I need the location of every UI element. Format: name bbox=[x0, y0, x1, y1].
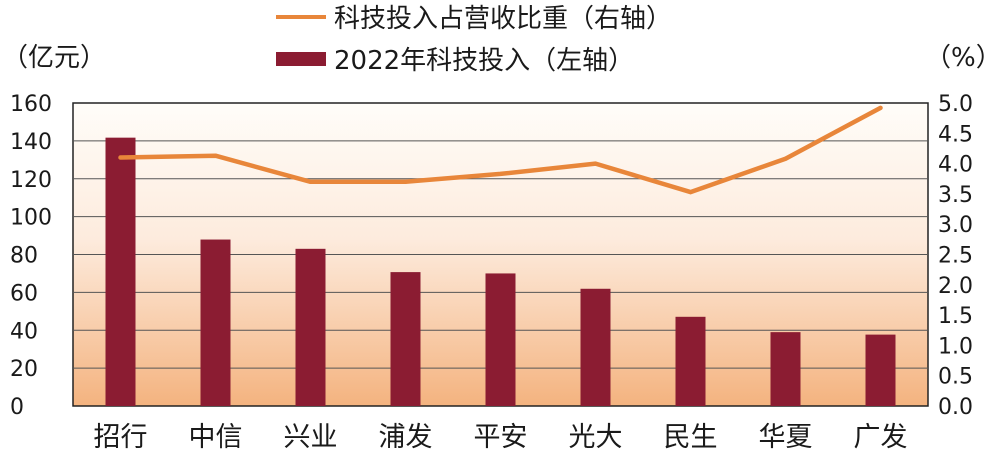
line-point bbox=[118, 155, 123, 160]
category-label: 光大 bbox=[569, 422, 623, 453]
legend-bar-label: 2022年科技投入（左轴） bbox=[334, 46, 634, 76]
left-tick-label: 20 bbox=[10, 357, 38, 382]
line-point bbox=[308, 179, 313, 184]
right-tick-label: 2.5 bbox=[938, 244, 973, 269]
line-point bbox=[213, 153, 218, 158]
line-point bbox=[498, 171, 503, 176]
left-tick-label: 80 bbox=[10, 244, 38, 269]
left-tick-label: 140 bbox=[10, 130, 52, 155]
left-tick-label: 0 bbox=[10, 395, 24, 420]
right-tick-label: 3.0 bbox=[938, 213, 973, 238]
bar bbox=[770, 332, 801, 406]
right-tick-label: 5.0 bbox=[938, 92, 973, 117]
category-label: 兴业 bbox=[284, 422, 338, 453]
category-label: 中信 bbox=[189, 422, 243, 453]
left-tick-label: 60 bbox=[10, 281, 38, 306]
right-tick-label: 0.0 bbox=[938, 395, 973, 420]
bar bbox=[485, 273, 516, 406]
right-tick-label: 1.0 bbox=[938, 334, 973, 359]
category-label: 招行 bbox=[94, 422, 148, 453]
line-point bbox=[403, 179, 408, 184]
right-tick-label: 1.5 bbox=[938, 304, 973, 329]
right-tick-label: 4.5 bbox=[938, 122, 973, 147]
line-point bbox=[783, 156, 788, 161]
bar bbox=[105, 137, 136, 406]
left-tick-label: 40 bbox=[10, 319, 38, 344]
bar bbox=[675, 316, 706, 406]
bar bbox=[580, 288, 611, 406]
bar bbox=[295, 248, 326, 406]
bar-series bbox=[105, 137, 896, 406]
right-tick-label: 2.0 bbox=[938, 274, 973, 299]
right-axis-unit: （%） bbox=[925, 43, 989, 73]
left-tick-label: 160 bbox=[10, 92, 52, 117]
category-label: 民生 bbox=[664, 422, 718, 453]
line-point bbox=[878, 105, 883, 110]
legend-line-label: 科技投入占营收比重（右轴） bbox=[334, 4, 672, 34]
bar bbox=[865, 334, 896, 406]
bar bbox=[390, 272, 421, 406]
right-tick-label: 3.5 bbox=[938, 183, 973, 208]
right-tick-label: 0.5 bbox=[938, 365, 973, 390]
right-axis-ticks: 0.0 0.5 1.0 1.5 2.0 2.5 3.0 3.5 4.0 4.5 5.0 bbox=[938, 92, 973, 420]
category-label: 平安 bbox=[474, 422, 528, 453]
category-labels: 招行 中信 兴业 浦发 平安 光大 民生 华夏 广发 bbox=[94, 422, 908, 453]
category-label: 广发 bbox=[854, 422, 908, 453]
legend-bar-swatch bbox=[276, 52, 326, 66]
category-label: 华夏 bbox=[759, 422, 813, 453]
left-tick-label: 100 bbox=[10, 206, 52, 231]
line-point bbox=[593, 161, 598, 166]
line-series bbox=[118, 105, 883, 195]
line-point bbox=[688, 190, 693, 195]
legend: 科技投入占营收比重（右轴） 2022年科技投入（左轴） bbox=[276, 4, 672, 76]
left-axis-unit: （亿元） bbox=[2, 43, 106, 73]
category-label: 浦发 bbox=[379, 422, 433, 453]
left-axis-ticks: 0 20 40 60 80 100 120 140 160 bbox=[10, 92, 52, 420]
bar bbox=[200, 239, 231, 406]
left-tick-label: 120 bbox=[10, 168, 52, 193]
right-tick-label: 4.0 bbox=[938, 153, 973, 178]
